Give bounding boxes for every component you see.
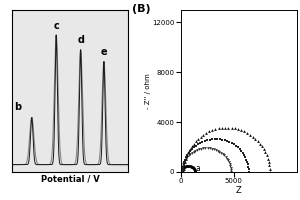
Text: a: a <box>196 164 200 173</box>
Text: b: b <box>14 102 21 112</box>
Text: (B): (B) <box>132 4 150 14</box>
Y-axis label: - Z'' / ohm: - Z'' / ohm <box>145 73 151 109</box>
X-axis label: Z: Z <box>236 186 242 195</box>
X-axis label: Potential / V: Potential / V <box>41 175 100 184</box>
Text: c: c <box>53 21 59 31</box>
Text: d: d <box>77 35 84 45</box>
Text: e: e <box>100 47 107 57</box>
